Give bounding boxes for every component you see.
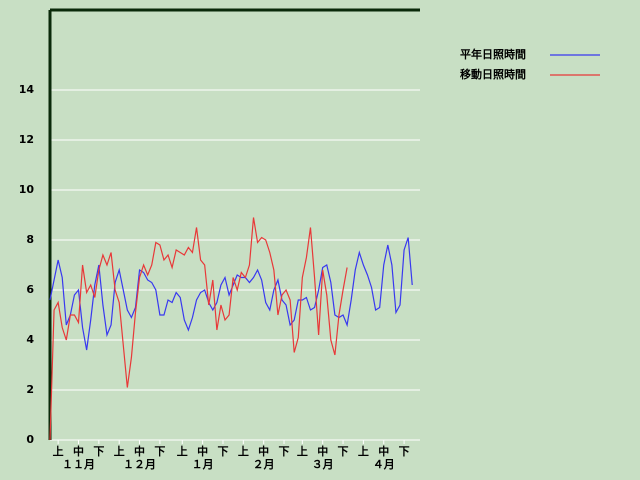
- x-tick-label: 中: [258, 444, 269, 458]
- month-label: ４月: [373, 458, 395, 471]
- month-label: １月: [192, 458, 214, 471]
- series-line: [49, 217, 348, 441]
- legend-label: 移動日照時間: [460, 67, 526, 81]
- x-tick-label: 上: [53, 444, 64, 458]
- x-tick-label: 上: [238, 444, 249, 458]
- x-tick-label: 下: [338, 445, 349, 458]
- y-tick-label: 2: [26, 383, 34, 396]
- x-tick-label: 下: [93, 445, 104, 458]
- x-tick-label: 下: [399, 445, 410, 458]
- legend-label: 平年日照時間: [460, 47, 526, 61]
- x-tick-label: 中: [197, 444, 208, 458]
- y-tick-label: 0: [26, 433, 34, 446]
- y-tick-label: 12: [19, 133, 34, 146]
- x-tick-label: 上: [297, 444, 308, 458]
- x-tick-label: 中: [378, 444, 389, 458]
- month-label: ２月: [253, 458, 275, 471]
- y-tick-label: 8: [26, 233, 34, 246]
- x-tick-label: 中: [73, 444, 84, 458]
- x-tick-label: 中: [317, 444, 328, 458]
- y-tick-label: 4: [26, 333, 34, 346]
- x-tick-label: 下: [154, 445, 165, 458]
- x-tick-label: 上: [177, 444, 188, 458]
- x-tick-label: 中: [134, 444, 145, 458]
- x-tick-label: 下: [217, 445, 228, 458]
- month-label: ３月: [312, 458, 334, 471]
- x-tick-label: 上: [358, 444, 369, 458]
- series-line: [49, 237, 413, 351]
- x-tick-label: 上: [114, 444, 125, 458]
- month-label: １２月: [123, 458, 156, 471]
- y-tick-label: 6: [26, 283, 34, 296]
- x-tick-label: 下: [279, 445, 290, 458]
- y-tick-label: 14: [19, 83, 35, 96]
- y-tick-label: 10: [19, 183, 35, 196]
- month-label: １１月: [62, 458, 95, 471]
